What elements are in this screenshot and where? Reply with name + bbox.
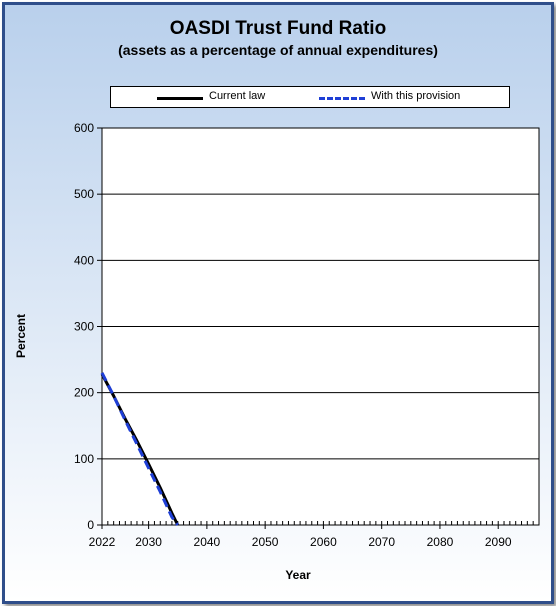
legend-label-current-law: Current law [209,90,266,102]
x-tick-label-2090: 2090 [485,535,512,549]
x-tick-label-2070: 2070 [368,535,395,549]
y-tick-label-400: 400 [74,253,94,267]
x-tick-label-2060: 2060 [310,535,337,549]
y-tick-label-100: 100 [74,452,94,466]
x-axis-label: Year [285,568,311,582]
legend: Current law With this provision [110,86,510,108]
y-tick-label-600: 600 [74,121,94,135]
x-tick-label-2050: 2050 [252,535,279,549]
y-tick-label-300: 300 [74,320,94,334]
y-tick-label-200: 200 [74,386,94,400]
x-tick-label-2022: 2022 [89,535,116,549]
chart-title: OASDI Trust Fund Ratio [169,18,387,39]
chart-subtitle: (assets as a percentage of annual expend… [118,42,438,58]
x-tick-label-2080: 2080 [427,535,454,549]
legend-swatch-current-law [157,97,203,100]
y-tick-label-0: 0 [87,518,94,532]
x-tick-label-2030: 2030 [135,535,162,549]
series-line-with-provision [100,372,179,526]
legend-swatch-with-provision [319,97,365,100]
y-tick-label-500: 500 [74,187,94,201]
x-tick-label-2040: 2040 [194,535,221,549]
legend-label-with-provision: With this provision [371,90,461,102]
